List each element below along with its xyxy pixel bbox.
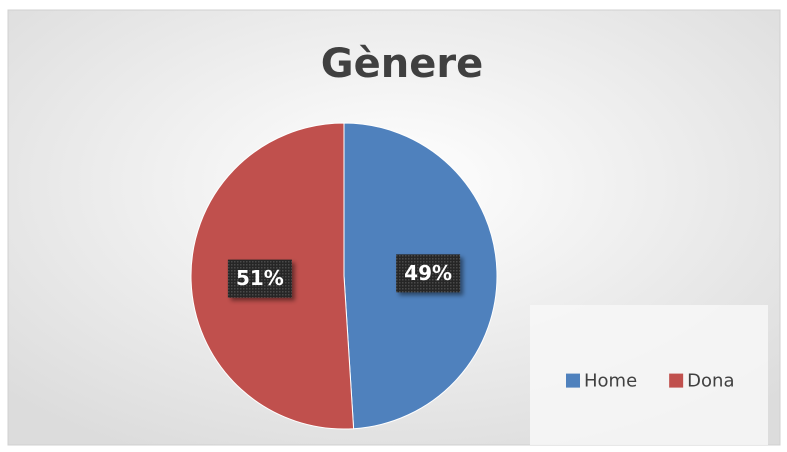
legend-swatch	[669, 373, 684, 388]
chart-title: Gènere	[321, 41, 483, 87]
legend-swatch	[566, 373, 580, 388]
data-label: 49%	[404, 261, 452, 285]
legend-label: Dona	[687, 371, 734, 392]
data-label-box	[227, 259, 292, 298]
legend-label: Home	[584, 371, 637, 392]
data-label: 51%	[236, 266, 284, 290]
data-label-box	[396, 254, 461, 293]
